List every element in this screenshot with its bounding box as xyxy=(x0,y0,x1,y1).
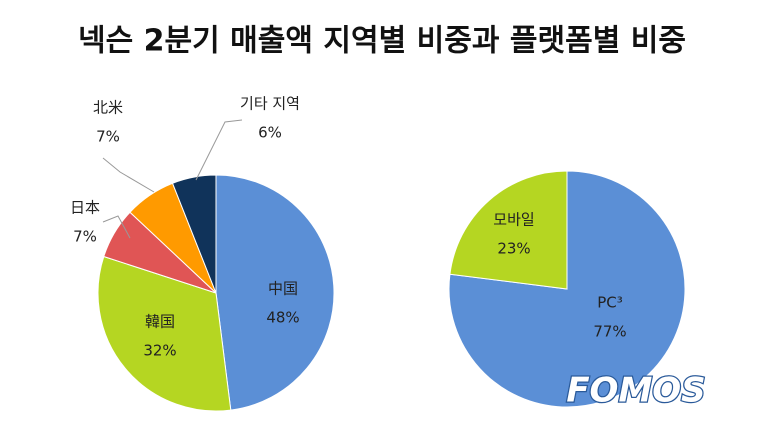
category-label: 韓国 xyxy=(145,313,175,331)
pie-slice xyxy=(215,174,335,411)
pie-slice xyxy=(97,255,232,412)
pie-slice xyxy=(449,170,568,290)
category-label: 北米 xyxy=(93,99,123,117)
category-label: 모바일 xyxy=(493,211,534,229)
value-label: 48% xyxy=(266,309,299,327)
category-label: 中国 xyxy=(268,280,298,298)
value-label: 7% xyxy=(73,228,97,246)
category-label: PC³ xyxy=(597,294,623,312)
value-label: 32% xyxy=(143,342,176,360)
watermark: FOMOS xyxy=(566,371,705,411)
chart-title: 넥슨 2분기 매출액 지역별 비중과 플랫폼별 비중 xyxy=(78,24,686,59)
value-label: 7% xyxy=(96,128,120,146)
value-label: 23% xyxy=(497,240,530,258)
category-label: 기타 지역 xyxy=(240,95,300,113)
leader-line xyxy=(102,157,155,193)
value-label: 77% xyxy=(593,323,626,341)
leader-line xyxy=(195,119,243,181)
leader-line xyxy=(102,215,131,239)
category-label: 日本 xyxy=(70,199,100,217)
value-label: 6% xyxy=(258,124,282,142)
pie-slice xyxy=(171,174,217,294)
